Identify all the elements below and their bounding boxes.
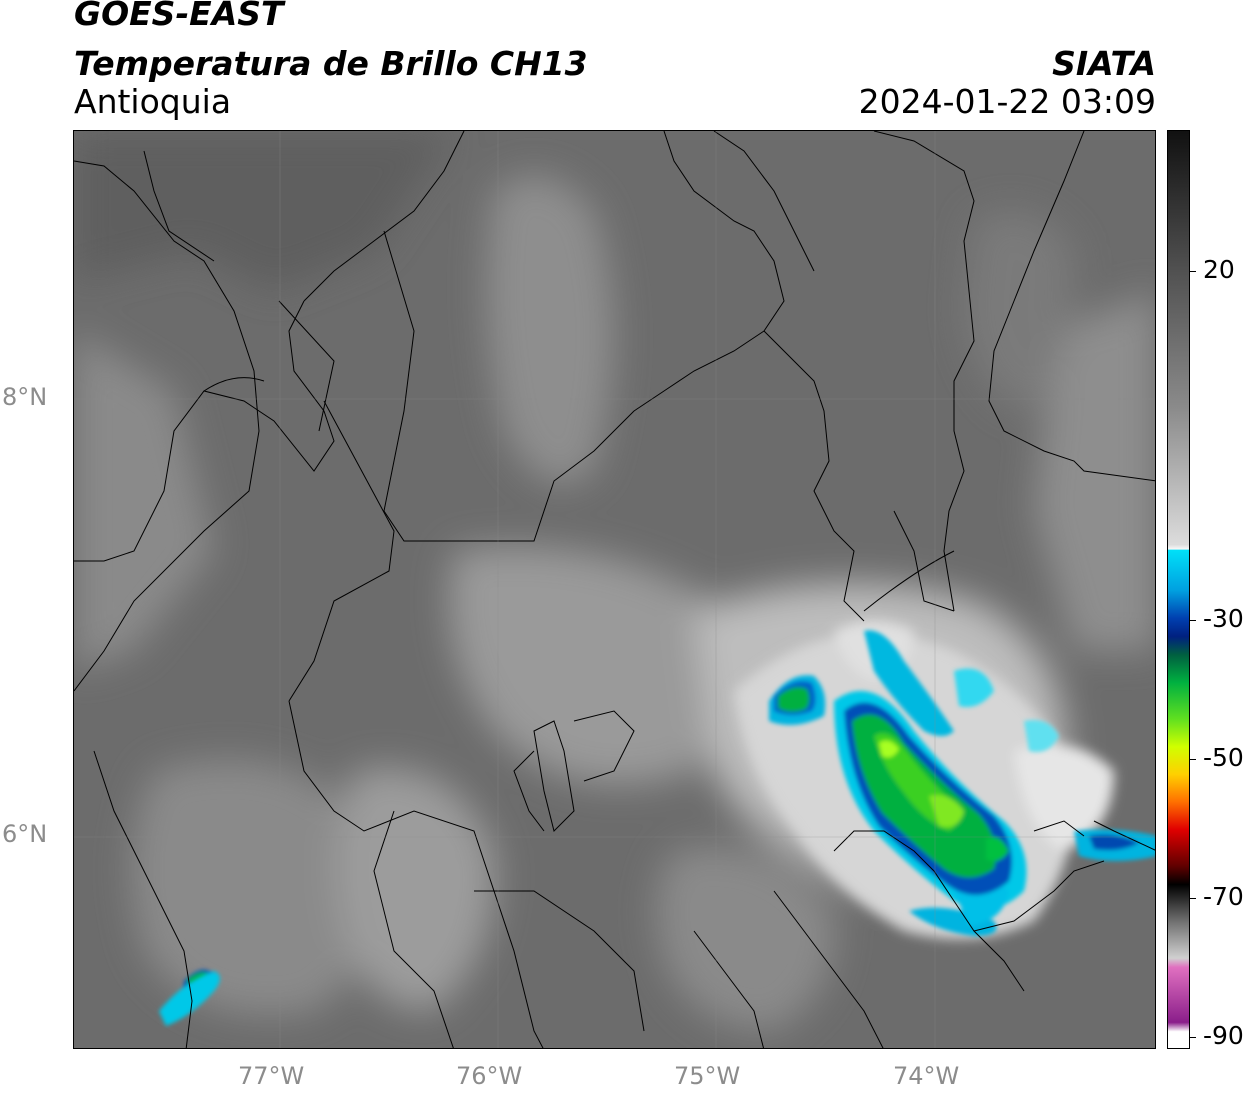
- small-storm-cell: [159, 971, 220, 1026]
- boundaries: [74, 131, 1155, 1048]
- lon-label-75w: 75°W: [674, 1062, 741, 1090]
- colorbar-label: -50: [1203, 743, 1244, 772]
- product-title: Temperatura de Brillo CH13: [74, 44, 588, 83]
- colorbar-label: -90: [1203, 1021, 1244, 1050]
- lon-label-74w: 74°W: [893, 1062, 960, 1090]
- satellite-title: GOES-EAST: [74, 0, 284, 33]
- region-label: Antioquia: [74, 82, 232, 121]
- colorbar-tick: [1190, 898, 1196, 899]
- lon-label-77w: 77°W: [238, 1062, 305, 1090]
- lon-label-76w: 76°W: [456, 1062, 523, 1090]
- datetime-label: 2024-01-22 03:09: [858, 82, 1156, 121]
- colorbar-label: 20: [1203, 255, 1235, 284]
- lat-label-8n: 8°N: [2, 383, 48, 411]
- colorbar-tick: [1190, 620, 1196, 621]
- satellite-map[interactable]: [73, 130, 1156, 1049]
- convective-storm: [184, 630, 1155, 990]
- colorbar-tick: [1190, 271, 1196, 272]
- colorbar-label: -70: [1203, 882, 1244, 911]
- colorbar-gradient: [1168, 131, 1189, 1048]
- graticule: [74, 131, 1155, 1048]
- lat-label-6n: 6°N: [2, 820, 48, 848]
- temperature-colorbar: [1167, 130, 1190, 1049]
- colorbar-tick: [1190, 759, 1196, 760]
- colorbar-label: -30: [1203, 604, 1244, 633]
- colorbar-tick: [1190, 1037, 1196, 1038]
- organization-label: SIATA: [1052, 44, 1156, 83]
- map-canvas: [74, 131, 1155, 1048]
